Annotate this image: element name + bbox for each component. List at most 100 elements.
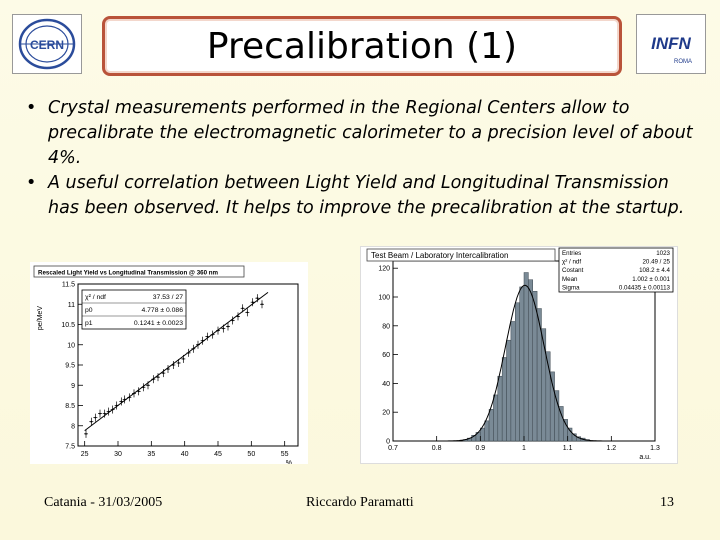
scatter-point (172, 364, 175, 366)
histogram-fit-curve (445, 284, 619, 442)
scatter-y-tick-label: 11 (68, 302, 75, 309)
histogram-x-tick-label: 1 (522, 445, 526, 452)
histogram-stats-value: 108.2 ± 4.4 (639, 267, 670, 274)
bullet-text: Crystal measurements performed in the Re… (48, 98, 693, 168)
scatter-y-tick-label: 10.5 (61, 322, 75, 329)
bullet-item: • Crystal measurements performed in the … (18, 96, 698, 171)
scatter-point (182, 358, 185, 360)
histogram-bar (488, 409, 494, 442)
scatter-point (142, 386, 145, 389)
scatter-y-tick-label: 8.5 (65, 403, 75, 410)
infn-logo-text: INFN (651, 34, 691, 53)
scatter-title-box (33, 265, 245, 278)
scatter-point (107, 410, 110, 413)
scatter-stats-box (81, 289, 187, 330)
scatter-point (111, 408, 114, 411)
scatter-point (120, 400, 123, 403)
histogram-x-tick-label: 1.1 (563, 445, 573, 452)
histogram-stats-value: 1023 (656, 250, 670, 257)
scatter-point (187, 351, 190, 354)
histogram-x-label: a.u. (639, 454, 651, 461)
scatter-point (147, 384, 149, 387)
scatter-point (157, 376, 159, 379)
scatter-stats-value: 37.53 / 27 (153, 294, 183, 301)
histogram-bar (528, 279, 533, 442)
scatter-x-tick-label: 55 (281, 451, 289, 458)
scatter-point (222, 327, 225, 330)
scatter-y-tick-label: 10 (67, 342, 75, 349)
scatter-y-tick-label: 8 (71, 423, 75, 430)
histogram-x-tick-label: 0.9 (475, 445, 485, 452)
histogram-bar (515, 302, 520, 442)
scatter-point (103, 412, 106, 415)
cern-logo: CERN (12, 14, 82, 74)
histogram-stats-value: 20.49 / 25 (642, 259, 670, 266)
scatter-point (217, 329, 219, 332)
bullet-item: • A useful correlation between Light Yie… (18, 171, 698, 221)
scatter-fit-line (84, 291, 269, 431)
histogram-bar (480, 427, 485, 442)
histogram-bar (497, 375, 503, 442)
histogram-bar (484, 420, 490, 442)
scatter-point (123, 398, 126, 401)
scatter-stats-value: 4.778 ± 0.086 (141, 307, 183, 314)
histogram-bar (501, 357, 507, 442)
histogram-y-tick-label: 20 (382, 410, 390, 417)
histogram-bar (510, 321, 516, 442)
scatter-point (137, 390, 140, 393)
scatter-title: Rescaled Light Yield vs Longitudinal Tra… (38, 270, 219, 277)
infn-logo: INFN ROMA (636, 14, 706, 74)
scatter-x-tick-label: 45 (214, 451, 222, 458)
histogram-panel: 0.7 0.8 0.9 1 1.1 1.2 1.3 0 20 40 60 80 100 120 a.u. Te… (360, 246, 678, 464)
scatter-point (94, 416, 97, 419)
scatter-x-tick-label: 25 (81, 451, 89, 458)
histogram-plot: 0.7 0.8 0.9 1 1.1 1.2 1.3 0 20 40 60 80 100 120 a.u. Te… (366, 247, 674, 461)
scatter-point (211, 333, 214, 336)
histogram-y-tick-label: 120 (378, 266, 390, 273)
scatter-x-tick-label: 35 (147, 451, 155, 458)
histogram-bar (493, 394, 499, 442)
histogram-stats-label: Sigma (562, 284, 580, 291)
scatter-point (167, 368, 169, 370)
histogram-bar (554, 390, 560, 442)
footer-author: Riccardo Paramatti (306, 495, 414, 510)
histogram-y-tick-label: 0 (386, 439, 390, 446)
histogram-stats-value: 0.04435 ± 0.00113 (619, 284, 671, 291)
histogram-y-tick-label: 40 (382, 381, 390, 388)
scatter-point (152, 378, 155, 381)
scatter-point (237, 315, 239, 318)
scatter-stats-label: p0 (85, 307, 93, 314)
cern-logo-text: CERN (30, 38, 64, 52)
scatter-point (192, 347, 195, 350)
scatter-point (261, 303, 263, 306)
scatter-point (246, 311, 249, 314)
scatter-y-tick-label: 9 (71, 383, 75, 390)
scatter-point (241, 307, 244, 310)
bullet-text: A useful correlation between Light Yield… (48, 173, 685, 218)
scatter-point (197, 343, 199, 346)
bullet-symbol: • (26, 173, 37, 193)
scatter-point (251, 301, 254, 304)
histogram-stats-label: Mean (562, 276, 578, 283)
histogram-stats-value: 1.002 ± 0.001 (632, 276, 670, 283)
histogram-title: Test Beam / Laboratory Intercalibration (371, 251, 508, 260)
scatter-point (115, 404, 118, 407)
scatter-point (177, 362, 180, 364)
infn-logo-sub: ROMA (674, 59, 692, 65)
histogram-title-box (366, 248, 556, 262)
scatter-y-tick-label: 9.5 (65, 363, 75, 370)
histogram-bar (549, 371, 555, 442)
scatter-point (256, 297, 259, 300)
bullet-symbol: • (26, 98, 37, 118)
title-frame: Precalibration (1) (102, 16, 622, 76)
histogram-y-tick-label: 80 (382, 323, 390, 330)
histogram-stats-box (558, 247, 674, 293)
scatter-x-tick-label: 50 (247, 451, 255, 458)
scatter-point (206, 335, 209, 338)
scatter-point (133, 392, 135, 395)
histogram-y-tick-label: 60 (382, 352, 390, 359)
histogram-x-tick-label: 1.2 (606, 445, 616, 452)
scatter-point (90, 420, 93, 423)
histogram-x-tick-label: 1.3 (650, 445, 660, 452)
histogram-bar (523, 272, 529, 442)
